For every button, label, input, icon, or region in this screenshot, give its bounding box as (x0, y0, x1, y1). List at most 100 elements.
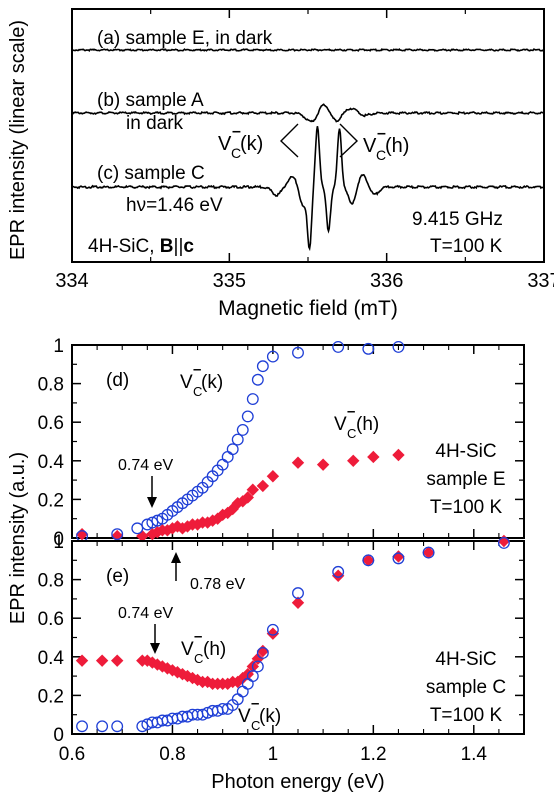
d-y-tick-label: 0.4 (38, 452, 65, 473)
d-vc-h-point (392, 448, 405, 462)
e-x-tick-label: 1.4 (461, 744, 488, 765)
vc-h-sub: C (376, 147, 386, 163)
panel-spectra: 334 335 336 337 (a) sample E, in dark (b) s… (7, 8, 554, 320)
e-arrow-074-label: 0.74 eV (118, 605, 173, 622)
d-y-tick-label: 1 (53, 336, 64, 357)
e-vc-h-point (111, 654, 124, 667)
e-vc-k-point (236, 685, 249, 698)
d-vc-k-sup: – (193, 361, 201, 378)
spectra-x-tick-label: 336 (370, 270, 403, 292)
d-vc-h-point (241, 491, 254, 504)
trace-b-label: (b) sample A (97, 90, 204, 111)
d-vc-k-point (111, 528, 124, 541)
d-arrow-074-label: 0.74 eV (118, 457, 173, 474)
e-vc-h-point (362, 554, 375, 567)
d-sample-line-2: sample E (426, 469, 505, 490)
d-vc-h-point (171, 520, 184, 533)
panel-d-ticks: 0 0.2 0.4 0.6 0.8 1 (38, 336, 525, 550)
e-vc-h-point (221, 677, 234, 691)
vc-k-tail: (k) (240, 133, 263, 155)
spectra-x-axis-label: Magnetic field (mT) (218, 297, 398, 320)
panel-e-marks (75, 534, 511, 733)
panel-e-ticks: 0 0.2 0.4 0.6 0.8 1 0.6 0.8 1 1.2 1.4 (38, 532, 525, 765)
d-y-tick-label: 0.2 (38, 490, 64, 511)
d-vc-h-sub: C (347, 426, 356, 441)
e-vc-h-point (181, 669, 194, 683)
e-vc-k-point (422, 546, 435, 559)
e-vc-k-point (251, 660, 264, 673)
spectra-x-tick-label: 334 (55, 270, 88, 292)
d-vc-k-point (392, 340, 405, 353)
e-y-tick-label: 0 (53, 725, 64, 746)
vc-h-base: V (363, 135, 377, 157)
d-vc-k-point (251, 373, 264, 386)
d-y-tick-label: 0 (53, 529, 64, 550)
e-vc-h-point (151, 658, 164, 671)
d-sample-line-3: T=100 K (430, 497, 503, 518)
d-vc-h-point (216, 508, 229, 522)
e-vc-h-point (266, 627, 280, 640)
e-arrow-078-label: 0.78 eV (190, 576, 245, 593)
e-arrow-078-head (171, 552, 181, 563)
trace-c-label-extra: hν=1.46 eV (126, 195, 223, 216)
d-arrow-074-head (147, 497, 157, 508)
de-y-axis-label: EPR intensity (a.u.) (7, 452, 29, 624)
spectrum-trace-2 (71, 126, 545, 252)
e-vc-h-point (331, 569, 345, 582)
e-vc-k-point (497, 536, 510, 549)
e-y-tick-label: 0.2 (38, 686, 64, 707)
spectrum-trace-1 (71, 103, 545, 123)
e-sample-line-2: sample C (426, 677, 506, 698)
e-vc-h-point (166, 664, 179, 677)
temperature-label: T=100 K (430, 236, 503, 257)
d-vc-k-point (292, 346, 304, 359)
d-vc-h-tail: (h) (356, 414, 379, 435)
vc-k-sup: – (232, 123, 241, 140)
d-vc-k-point (221, 450, 234, 463)
trace-a-label: (a) sample E, in dark (97, 28, 273, 49)
e-vc-k-point (292, 587, 304, 600)
spectra-x-tick-label: 337 (527, 270, 554, 292)
d-vc-h-point (231, 497, 244, 510)
panel-d-marks (75, 340, 405, 543)
e-x-tick-label: 0.6 (59, 744, 85, 765)
spectra-x-tick-label: 335 (213, 270, 246, 292)
e-vc-k-point (362, 554, 375, 567)
d-y-tick-label: 0.6 (38, 413, 64, 434)
e-vc-h-base: V (181, 639, 194, 660)
d-vc-k-tail: (k) (201, 372, 223, 393)
e-vc-k-sup: – (251, 695, 259, 712)
e-vc-h-sub: C (194, 651, 203, 666)
e-vc-h-point (392, 550, 405, 563)
d-vc-k-point (231, 433, 244, 446)
e-vc-h-point (236, 671, 249, 685)
d-vc-k-point (141, 518, 154, 531)
e-y-tick-label: 1 (53, 532, 64, 553)
panel-d-label: (d) (106, 370, 129, 391)
d-vc-h-sup: – (347, 403, 355, 420)
e-vc-k-point (332, 565, 345, 578)
e-vc-k-point (111, 720, 124, 733)
d-vc-h-point (181, 520, 194, 533)
e-vc-k-point (392, 552, 405, 565)
d-vc-k-point (226, 443, 239, 456)
e-sample-line-1: 4H-SiC (435, 649, 496, 670)
e-arrow-074-head (150, 643, 160, 654)
vc-k-sub: C (231, 145, 241, 161)
d-vc-h-point (347, 454, 360, 467)
e-vc-k-base: V (238, 706, 251, 727)
e-y-tick-label: 0.8 (38, 571, 64, 592)
e-vc-h-point (251, 652, 265, 665)
panel-e-label: (e) (106, 566, 129, 587)
d-vc-h-point (136, 529, 149, 543)
vc-k-base: V (218, 133, 232, 155)
d-vc-k-point (246, 393, 259, 405)
e-vc-h-point (422, 546, 435, 559)
material-field-label: 4H-SiC, B||c (88, 236, 194, 257)
e-y-tick-label: 0.6 (38, 609, 64, 630)
e-vc-h-sup: – (194, 628, 202, 645)
e-y-tick-label: 0.4 (38, 648, 65, 669)
vc-h-pointer (339, 123, 359, 158)
d-vc-h-base: V (334, 414, 347, 435)
e-sample-line-3: T=100 K (430, 705, 503, 726)
